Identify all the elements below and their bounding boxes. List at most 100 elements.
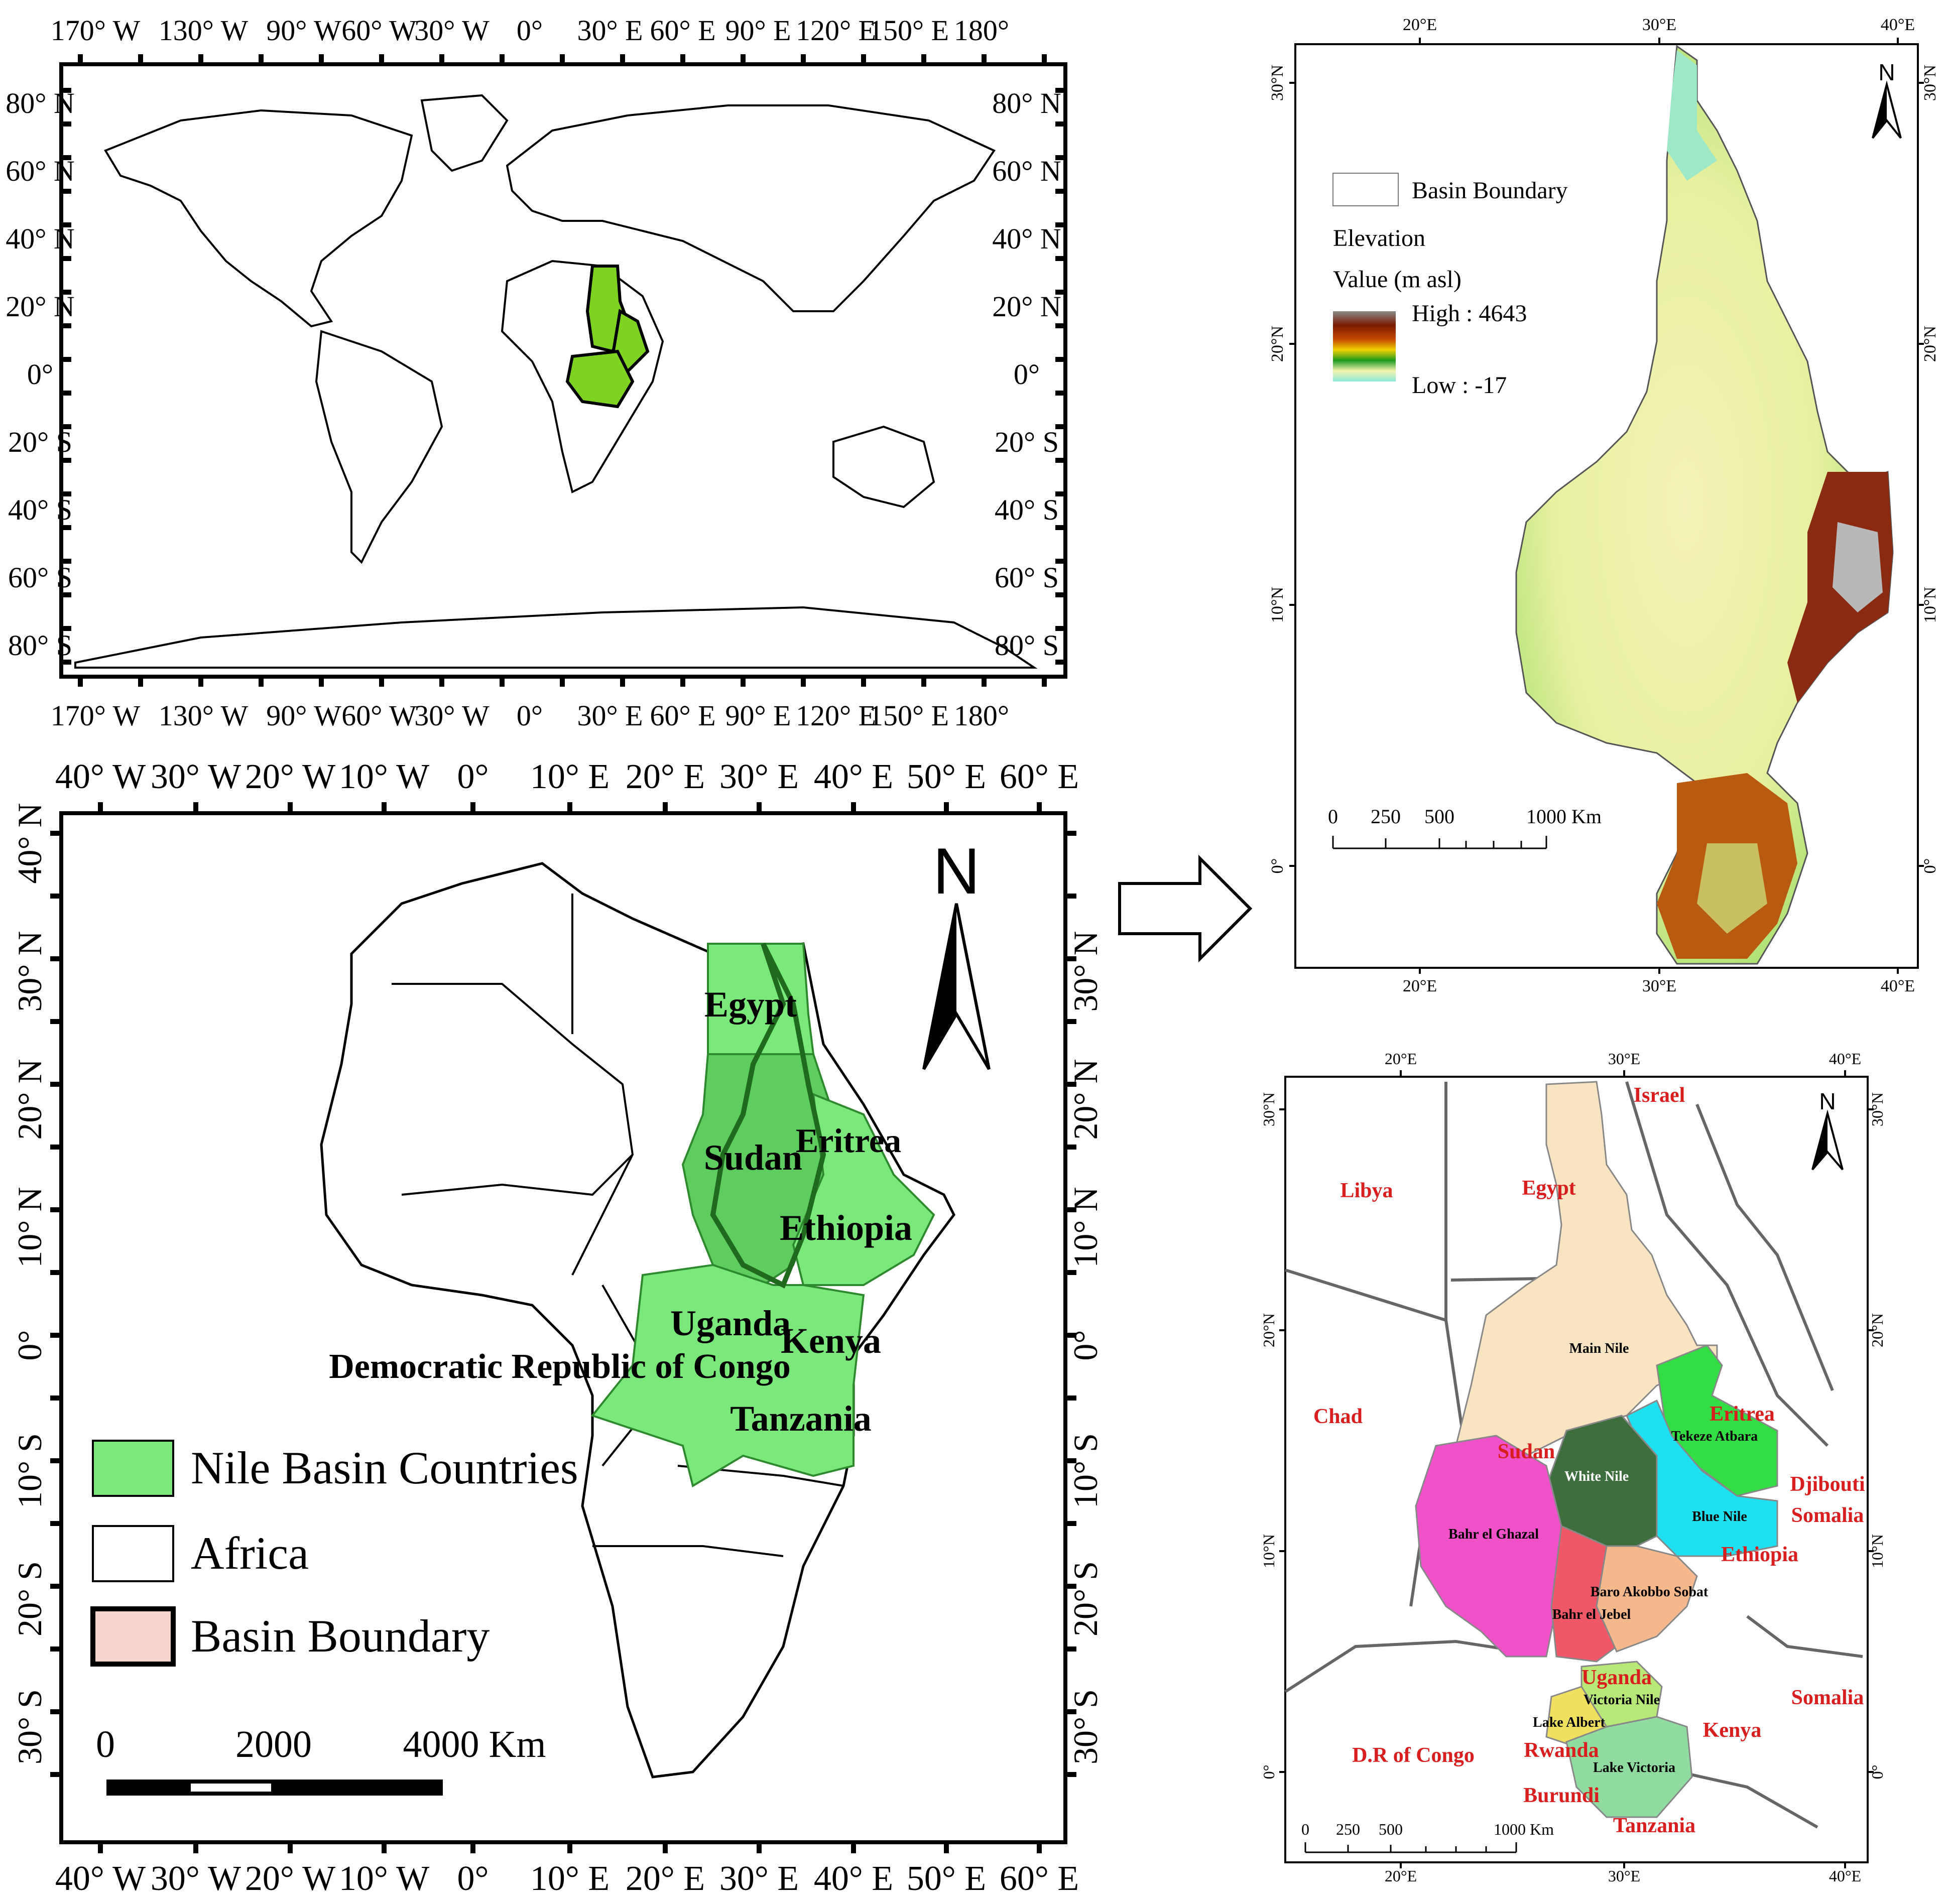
world-right-lat-label: 0° <box>1014 358 1040 391</box>
africa-map-labels: 40° W40° W30° W30° W20° W20° W10° W10° W… <box>11 757 1105 1898</box>
world-bottom-lon-label: 170° W <box>51 699 141 732</box>
subbasin-label: Lake Victoria <box>1593 1760 1675 1775</box>
africa-left-lat-label: 20° S <box>11 1561 49 1636</box>
africa-left-lat-label: 10° S <box>11 1433 49 1508</box>
world-top-lon-label: 90° E <box>725 14 791 47</box>
elev-bottom-lon-label: 30°E <box>1642 977 1676 995</box>
sub-left-lat-label: 30°N <box>1260 1092 1278 1126</box>
border-line <box>392 983 634 1276</box>
africa-right-lat-label: 30° S <box>1066 1689 1105 1764</box>
africa-top-lon-label: 40° W <box>55 757 146 796</box>
elev-bottom-lon-label: 20°E <box>1403 977 1437 995</box>
transition-arrow <box>1118 854 1253 963</box>
world-right-lat-label: 40° N <box>992 222 1061 255</box>
world-bottom-lon-label: 180° <box>954 699 1009 732</box>
legend-elevation-title: Elevation <box>1333 225 1425 251</box>
subbasin-label: Tekeze Atbara <box>1671 1429 1758 1444</box>
sub-scale-500: 500 <box>1379 1820 1403 1838</box>
world-bottom-lon-label: 60° W <box>341 699 417 732</box>
africa-top-lon-label: 40° E <box>814 757 893 796</box>
africa-right-lat-label: 0° <box>1066 1330 1105 1360</box>
africa-top-lon-label: 20° E <box>626 757 705 796</box>
legend-value-title: Value (m asl) <box>1333 266 1461 293</box>
elev-right-lat-label: 20°N <box>1921 326 1939 362</box>
sub-country-label: D.R of Congo <box>1352 1744 1475 1767</box>
africa-top-lon-label: 30° W <box>151 757 241 796</box>
africa-scale-0: 0 <box>96 1723 115 1765</box>
world-bottom-lon-label: 60° E <box>650 699 715 732</box>
sub-country-label: Uganda <box>1581 1666 1652 1689</box>
elev-top-lon-label: 20°E <box>1403 16 1437 34</box>
africa-bottom-lon-label: 40° E <box>814 1859 893 1898</box>
africa-right-lat-label: 20° S <box>1066 1561 1105 1636</box>
sub-country-label: Somalia <box>1791 1686 1864 1709</box>
subbasin-label: Lake Albert <box>1533 1715 1606 1730</box>
elev-scale-1000: 1000 Km <box>1526 805 1602 828</box>
sub-left-lat-label: 0° <box>1260 1765 1278 1780</box>
subbasin-label: Main Nile <box>1569 1341 1629 1356</box>
africa-country-label: Ethiopia <box>780 1208 912 1248</box>
sub-bottom-lon-label: 20°E <box>1385 1867 1417 1885</box>
africa-left-lat-label: 30° S <box>11 1689 49 1764</box>
elevation-map-ticks <box>1289 38 1924 974</box>
africa-country-label: Eritrea <box>796 1121 901 1160</box>
world-top-lon-label: 60° W <box>341 14 417 47</box>
sub-bottom-lon-label: 40°E <box>1829 1867 1861 1885</box>
sub-bottom-lon-label: 30°E <box>1608 1867 1640 1885</box>
africa-country-label: Uganda <box>670 1303 791 1343</box>
subbasin-label: Blue Nile <box>1692 1509 1747 1525</box>
sub-country-label: Ethiopia <box>1721 1543 1798 1566</box>
egypt-low <box>1667 50 1717 181</box>
africa-scale-bar: 0 2000 4000 Km <box>96 1723 546 1796</box>
world-right-lat-label: 80° S <box>995 629 1059 662</box>
sub-top-lon-label: 30°E <box>1608 1050 1640 1068</box>
border-line <box>1625 1081 1829 1447</box>
scale-bar-inner <box>191 1784 271 1792</box>
elev-top-lon-label: 40°E <box>1881 16 1915 34</box>
south-america <box>315 330 443 564</box>
elevation-scale-bar <box>1332 836 1547 849</box>
baro-akobbo-sobat-basin <box>1596 1545 1698 1653</box>
africa-left-lat-label: 20° N <box>11 1059 49 1139</box>
world-bottom-lon-label: 120° E <box>796 699 876 732</box>
world-top-lon-label: 90° W <box>266 14 341 47</box>
africa-top-lon-label: 50° E <box>907 757 986 796</box>
sub-country-label: Eritrea <box>1710 1403 1775 1426</box>
africa-map-ticks <box>50 802 1076 1853</box>
world-top-lon-label: 150° E <box>869 14 949 47</box>
africa-bottom-lon-label: 0° <box>457 1859 489 1898</box>
africa-north-label: N <box>933 834 980 908</box>
subbasins <box>1415 1081 1778 1818</box>
legend-swatch <box>92 1440 174 1497</box>
subbasin-label: Victoria Nile <box>1583 1692 1660 1708</box>
world-left-lat-label: 40° S <box>8 493 72 526</box>
world-bottom-lon-label: 30° W <box>414 699 490 732</box>
legend-boundary-swatch <box>1332 173 1399 206</box>
border-line <box>592 1545 784 1557</box>
north-america <box>104 109 413 328</box>
legend-swatch <box>92 1525 174 1582</box>
africa-left-lat-label: 0° <box>11 1330 49 1360</box>
africa-legend: Nile Basin Countries Africa Basin Boundary <box>90 1440 578 1667</box>
scale-bar-outer <box>106 1780 443 1796</box>
sub-left-lat-label: 20°N <box>1260 1313 1278 1347</box>
world-right-lat-label: 20° S <box>995 426 1059 458</box>
elev-scale-250: 250 <box>1371 805 1401 828</box>
elev-left-lat-label: 30°N <box>1268 65 1287 101</box>
elevation-north-arrow: N <box>1872 59 1902 139</box>
africa-bottom-lon-label: 10° W <box>339 1859 429 1898</box>
sub-country-label: Burundi <box>1523 1784 1600 1807</box>
lake-region <box>1697 843 1767 934</box>
africa-bottom-lon-label: 50° E <box>907 1859 986 1898</box>
world-top-lon-label: 180° <box>954 14 1009 47</box>
world-left-lat-label: 20° S <box>8 426 72 458</box>
africa-top-lon-label: 20° W <box>245 757 335 796</box>
eurasia <box>506 104 996 312</box>
africa-top-lon-label: 30° E <box>719 757 799 796</box>
world-top-lon-label: 130° W <box>159 14 249 47</box>
africa-right-lat-label: 10° N <box>1066 1187 1105 1267</box>
elev-left-lat-label: 20°N <box>1268 326 1287 362</box>
world-left-lat-label: 60° N <box>6 155 75 187</box>
